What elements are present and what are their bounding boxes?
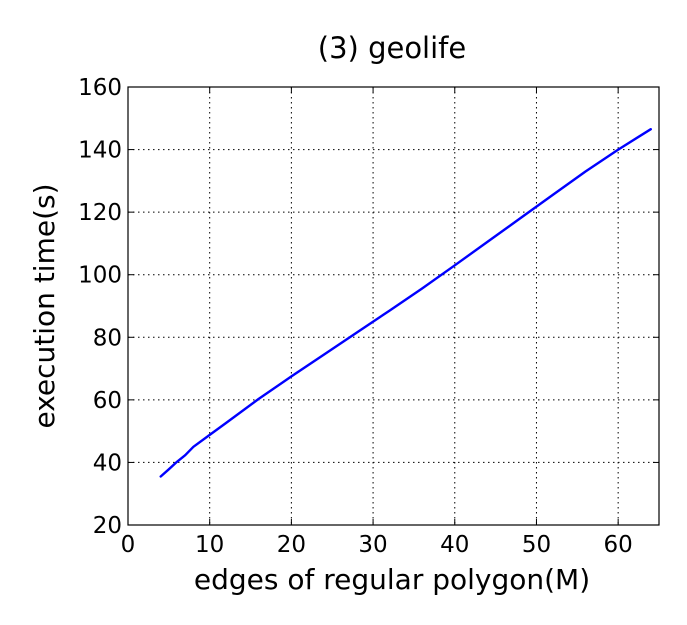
chart-title: (3) geolife bbox=[318, 31, 466, 65]
y-axis-title: execution time(s) bbox=[28, 183, 61, 428]
x-tick-label: 30 bbox=[358, 532, 387, 558]
grid bbox=[128, 87, 659, 525]
x-axis-tick-labels: 0 10 20 30 40 50 60 bbox=[121, 532, 633, 558]
plot-area bbox=[127, 86, 660, 526]
x-tick-label: 50 bbox=[522, 532, 551, 558]
x-tick-label: 60 bbox=[604, 532, 633, 558]
x-tick-label: 0 bbox=[121, 532, 136, 558]
y-tick-label: 20 bbox=[93, 513, 122, 539]
y-tick-label: 100 bbox=[78, 263, 122, 289]
y-tick-label: 80 bbox=[93, 325, 122, 351]
x-tick-label: 40 bbox=[440, 532, 469, 558]
x-tick-label: 10 bbox=[195, 532, 224, 558]
y-tick-label: 60 bbox=[93, 388, 122, 414]
y-axis-tick-labels: 20 40 60 80 100 120 140 160 bbox=[78, 75, 122, 539]
series-layer bbox=[159, 127, 652, 478]
series-line bbox=[159, 127, 652, 478]
x-tick-label: 20 bbox=[277, 532, 306, 558]
y-tick-label: 140 bbox=[78, 138, 122, 164]
x-axis-title: edges of regular polygon(M) bbox=[194, 563, 590, 596]
y-tick-label: 40 bbox=[93, 450, 122, 476]
y-tick-label: 120 bbox=[78, 200, 122, 226]
y-tick-label: 160 bbox=[78, 75, 122, 101]
axis-ticks bbox=[127, 86, 659, 526]
